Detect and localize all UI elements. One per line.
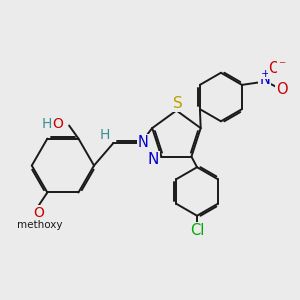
Text: O: O (33, 206, 44, 220)
Text: +: + (261, 69, 271, 79)
Text: methoxy: methoxy (16, 220, 62, 230)
Text: N: N (259, 72, 270, 87)
Text: N: N (148, 152, 159, 166)
Text: H: H (41, 117, 52, 131)
Text: O: O (268, 61, 280, 76)
Text: ⁻: ⁻ (278, 59, 285, 73)
Text: O: O (52, 117, 63, 131)
Text: O: O (276, 82, 288, 97)
Text: methoxy: methoxy (20, 220, 62, 230)
Text: H: H (99, 128, 110, 142)
Text: N: N (138, 135, 148, 150)
Text: Cl: Cl (190, 223, 205, 238)
Text: S: S (173, 96, 183, 111)
